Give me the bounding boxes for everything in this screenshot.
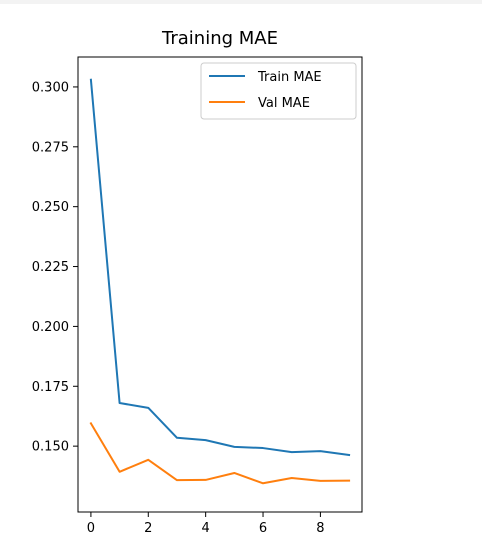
x-tick-label: 8 [316, 521, 324, 536]
y-tick-label: 0.250 [32, 200, 69, 215]
series-line-val-mae [89, 422, 351, 485]
x-tick-label: 4 [202, 521, 210, 536]
y-tick-label: 0.175 [32, 380, 69, 395]
chart-title: Training MAE [161, 28, 278, 49]
axes-layer [77, 56, 363, 513]
y-tick-label: 0.225 [32, 260, 69, 275]
legend: Train MAE Val MAE [200, 62, 357, 120]
legend-label-val-mae: Val MAE [258, 96, 310, 111]
top-strip [0, 0, 482, 4]
series-line-train-mae [89, 78, 351, 457]
x-tick-label: 0 [87, 521, 95, 536]
x-axis-ticks: 0 2 4 6 8 [87, 512, 325, 536]
y-tick-label: 0.200 [32, 320, 69, 335]
y-tick-label: 0.275 [32, 140, 69, 155]
plot-background [78, 57, 362, 512]
axes-frame [77, 56, 363, 513]
y-tick-label: 0.150 [32, 440, 69, 455]
y-tick-label: 0.300 [32, 80, 69, 95]
x-tick-label: 6 [259, 521, 267, 536]
series-layer [89, 78, 351, 485]
legend-label-train-mae: Train MAE [257, 70, 322, 85]
y-axis-ticks: 0.150 0.175 0.200 0.225 0.250 0.275 0.300 [32, 80, 78, 455]
x-tick-label: 2 [144, 521, 152, 536]
plot-area [78, 57, 362, 512]
